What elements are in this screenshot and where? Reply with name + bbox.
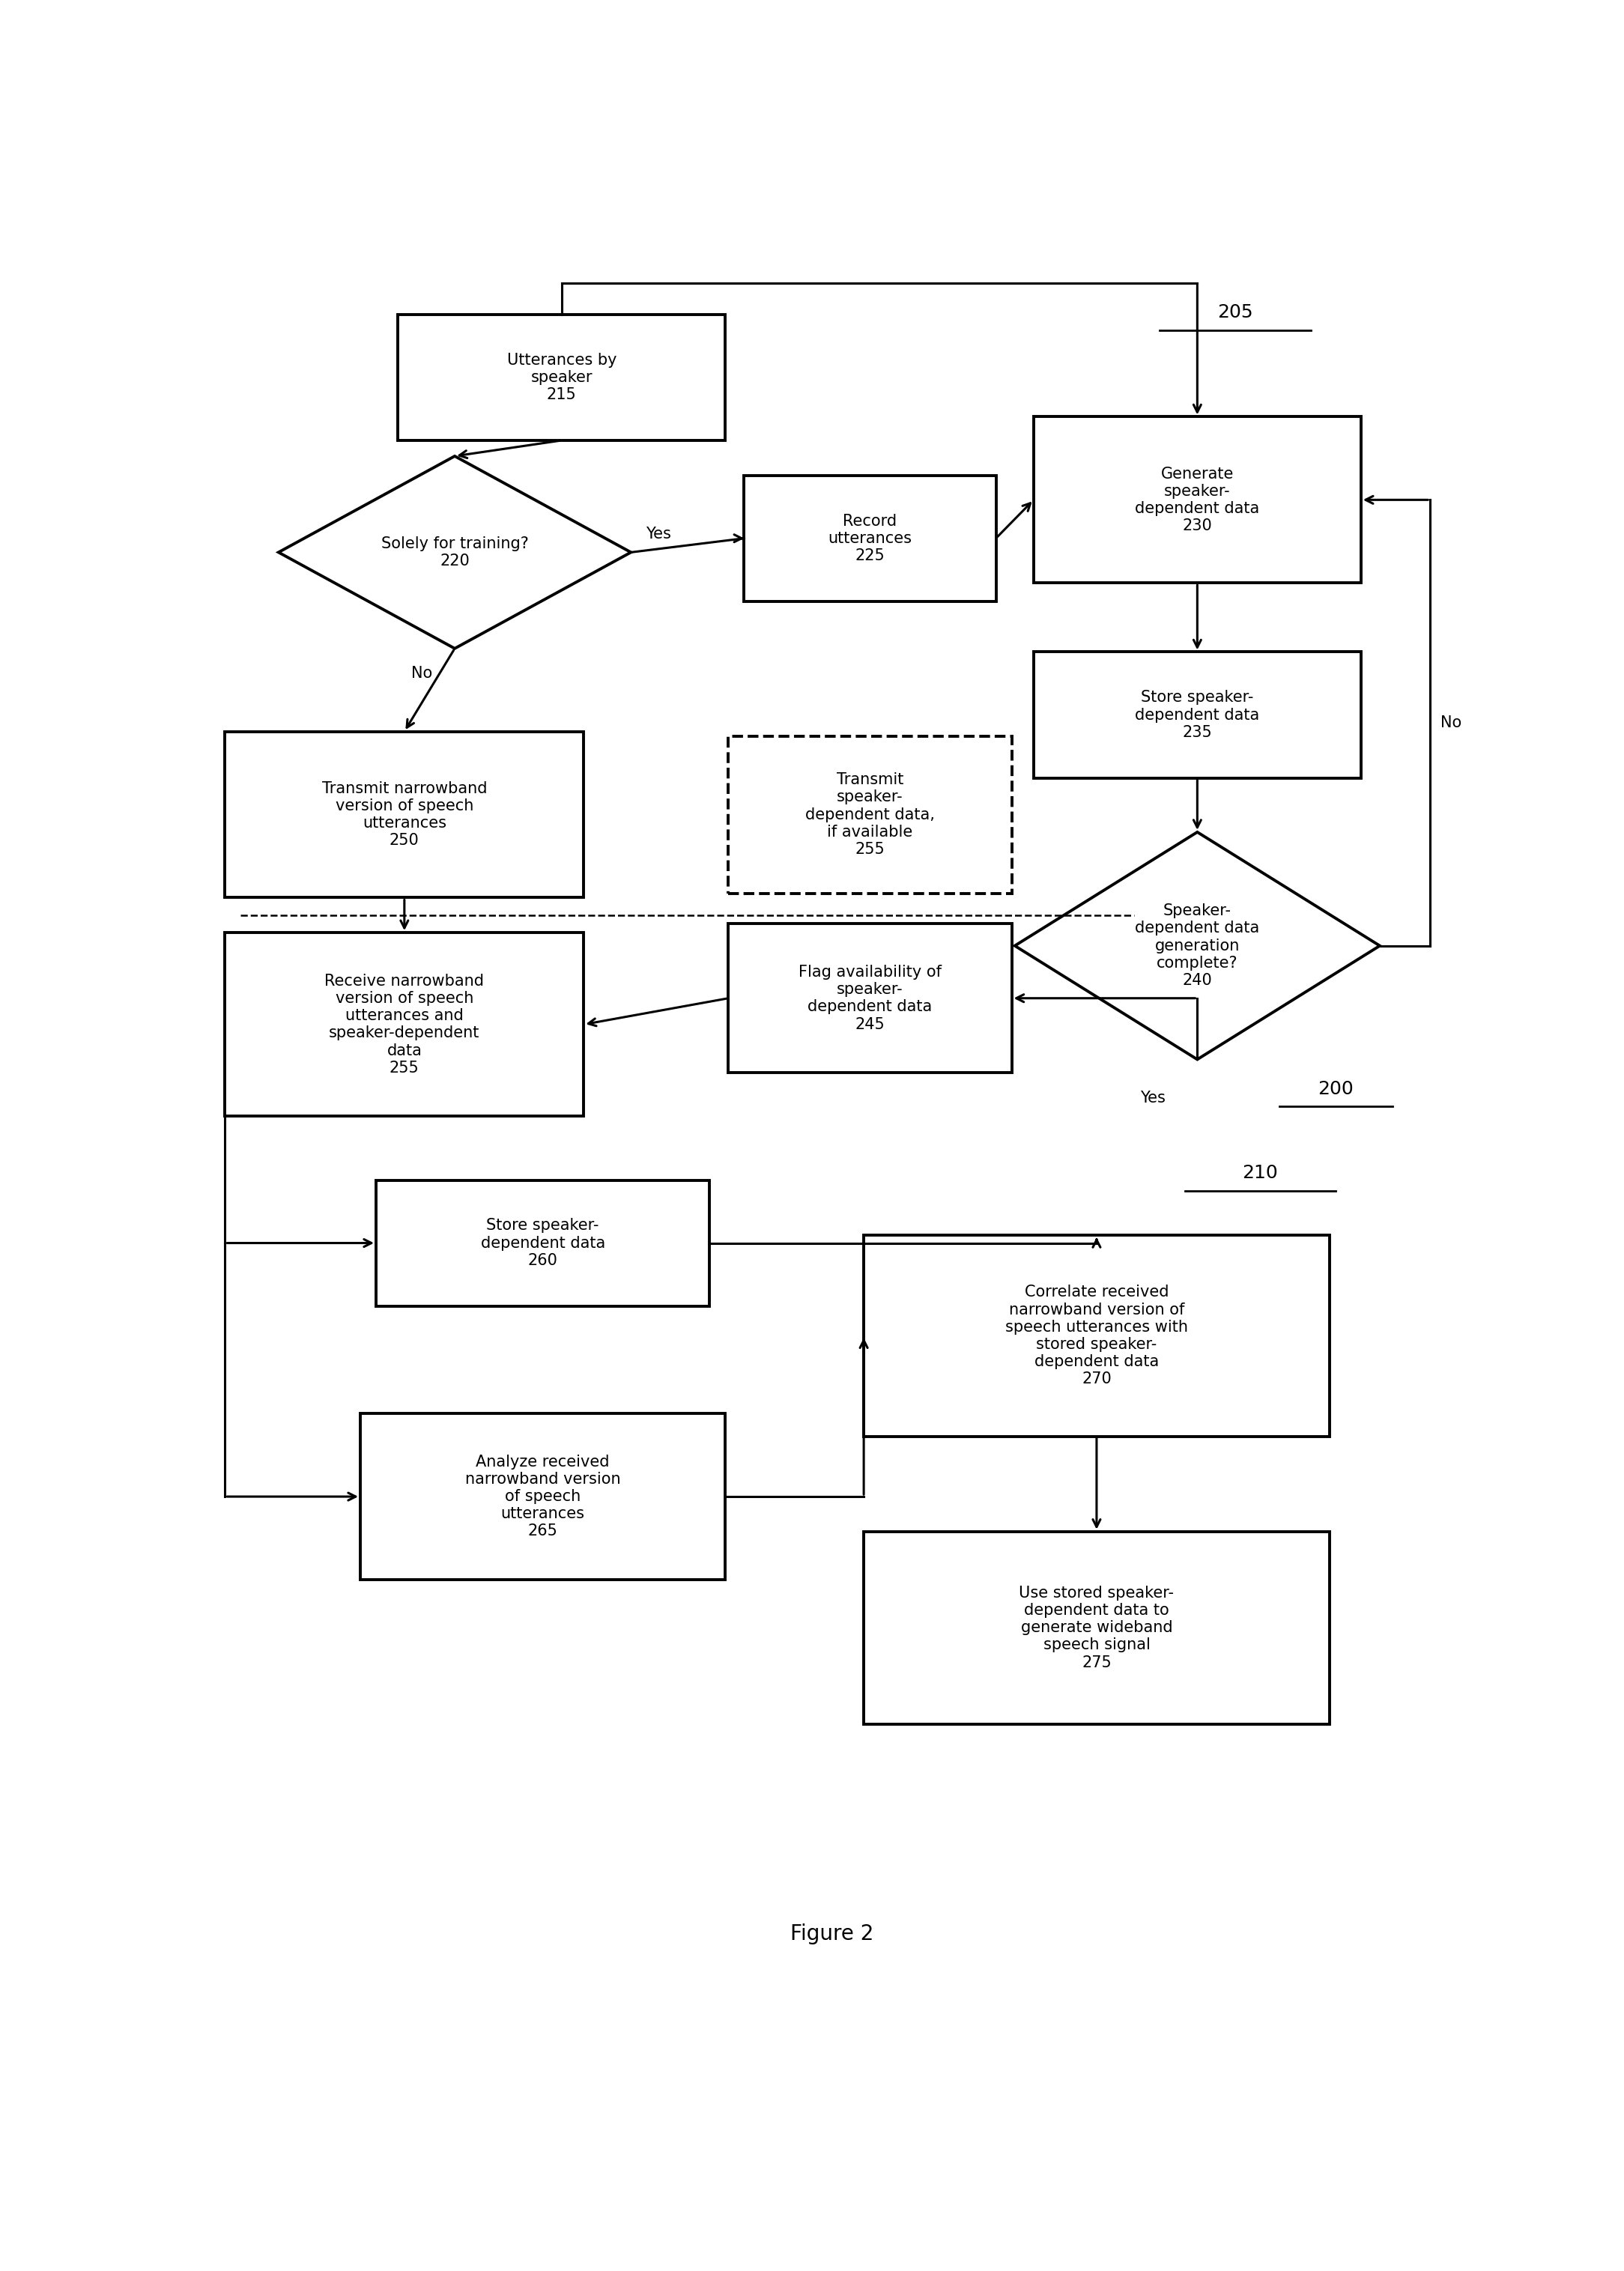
Text: 200: 200: [1317, 1081, 1354, 1097]
Text: Analyze received
narrowband version
of speech
utterances
265: Analyze received narrowband version of s…: [464, 1453, 620, 1540]
Polygon shape: [1015, 831, 1380, 1058]
FancyBboxPatch shape: [729, 736, 1012, 893]
Text: Solely for training?
220: Solely for training? 220: [382, 536, 528, 568]
Text: Transmit
speaker-
dependent data,
if available
255: Transmit speaker- dependent data, if ava…: [806, 772, 935, 856]
FancyBboxPatch shape: [226, 933, 583, 1117]
Text: 210: 210: [1242, 1163, 1278, 1181]
Text: Record
utterances
225: Record utterances 225: [828, 513, 913, 563]
Text: Store speaker-
dependent data
260: Store speaker- dependent data 260: [481, 1217, 606, 1267]
Text: No: No: [1440, 715, 1462, 731]
Text: Yes: Yes: [1140, 1090, 1166, 1106]
FancyBboxPatch shape: [864, 1235, 1330, 1435]
Text: Speaker-
dependent data
generation
complete?
240: Speaker- dependent data generation compl…: [1135, 904, 1260, 988]
Text: Transmit narrowband
version of speech
utterances
250: Transmit narrowband version of speech ut…: [322, 781, 487, 847]
Polygon shape: [279, 456, 630, 650]
FancyBboxPatch shape: [729, 924, 1012, 1072]
Text: Use stored speaker-
dependent data to
generate wideband
speech signal
275: Use stored speaker- dependent data to ge…: [1020, 1585, 1174, 1669]
FancyBboxPatch shape: [1033, 652, 1361, 779]
Text: Generate
speaker-
dependent data
230: Generate speaker- dependent data 230: [1135, 466, 1260, 534]
Text: Figure 2: Figure 2: [791, 1924, 874, 1944]
Text: Flag availability of
speaker-
dependent data
245: Flag availability of speaker- dependent …: [799, 965, 942, 1031]
FancyBboxPatch shape: [377, 1181, 710, 1306]
Text: 205: 205: [1218, 304, 1252, 322]
FancyBboxPatch shape: [226, 731, 583, 897]
Text: No: No: [411, 665, 432, 681]
Text: Utterances by
speaker
215: Utterances by speaker 215: [507, 352, 617, 402]
FancyBboxPatch shape: [864, 1531, 1330, 1724]
Text: Store speaker-
dependent data
235: Store speaker- dependent data 235: [1135, 690, 1260, 740]
FancyBboxPatch shape: [744, 475, 996, 602]
Text: Receive narrowband
version of speech
utterances and
speaker-dependent
data
255: Receive narrowband version of speech utt…: [325, 974, 484, 1076]
FancyBboxPatch shape: [398, 313, 726, 441]
Text: Correlate received
narrowband version of
speech utterances with
stored speaker-
: Correlate received narrowband version of…: [1005, 1285, 1189, 1388]
Text: Yes: Yes: [646, 527, 671, 543]
FancyBboxPatch shape: [361, 1413, 726, 1581]
FancyBboxPatch shape: [1033, 418, 1361, 584]
